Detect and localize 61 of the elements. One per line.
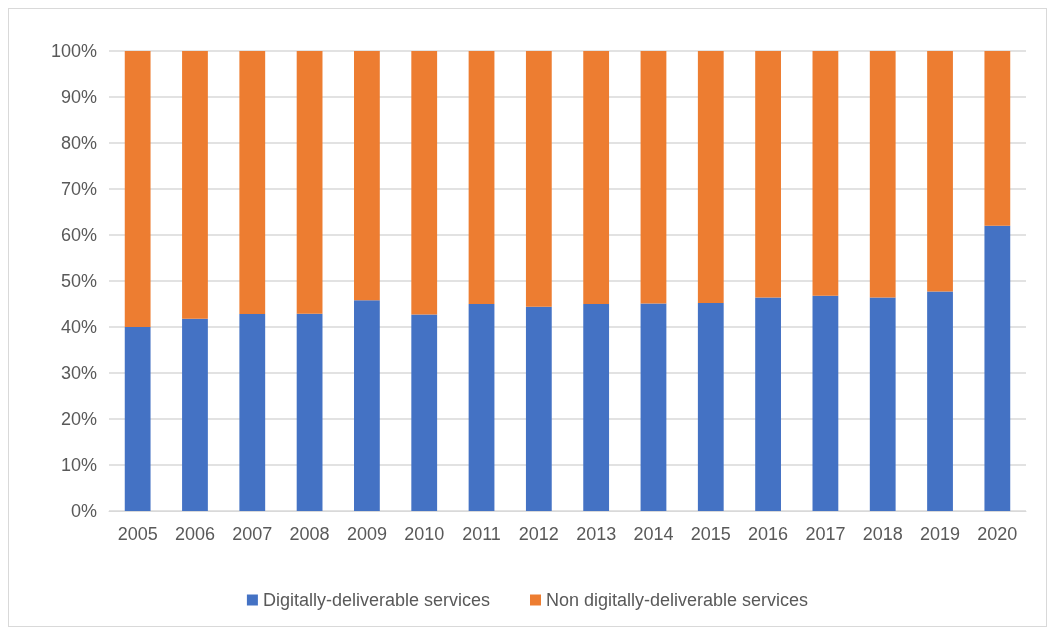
bar xyxy=(296,313,323,511)
bar xyxy=(927,291,953,511)
bar xyxy=(640,51,667,304)
bar xyxy=(525,306,552,511)
x-tick-label: 2012 xyxy=(518,524,559,544)
bar xyxy=(697,303,724,511)
y-tick-label: 30% xyxy=(60,363,97,383)
x-tick-label: 2007 xyxy=(232,524,273,544)
x-tick-label: 2014 xyxy=(633,524,674,544)
bar xyxy=(812,295,839,511)
bar xyxy=(869,51,896,298)
bar xyxy=(755,297,781,511)
y-tick-label: 10% xyxy=(60,455,97,475)
y-tick-label: 70% xyxy=(60,179,97,199)
x-tick-label: 2013 xyxy=(576,524,617,544)
bar xyxy=(697,51,724,304)
bar xyxy=(239,314,266,511)
bar xyxy=(869,297,896,511)
bar xyxy=(468,304,495,511)
bar xyxy=(525,51,552,307)
bar xyxy=(984,225,1011,511)
bar xyxy=(182,318,208,511)
x-tick-label: 2016 xyxy=(748,524,789,544)
x-tick-label: 2017 xyxy=(805,524,846,544)
x-tick-label: 2008 xyxy=(289,524,330,544)
bar xyxy=(182,51,208,319)
bar xyxy=(583,304,610,511)
bar xyxy=(583,51,610,304)
y-tick-label: 20% xyxy=(60,409,97,429)
bar xyxy=(296,51,323,314)
y-tick-label: 50% xyxy=(60,271,97,291)
y-tick-label: 0% xyxy=(70,501,97,521)
bar xyxy=(640,303,667,511)
x-tick-label: 2020 xyxy=(977,524,1018,544)
y-tick-label: 60% xyxy=(60,225,97,245)
bar xyxy=(124,51,151,327)
bar xyxy=(124,327,151,511)
y-tick-label: 80% xyxy=(60,133,97,153)
legend-label: Digitally-deliverable services xyxy=(262,590,490,610)
x-tick-label: 2009 xyxy=(346,524,387,544)
x-tick-label: 2006 xyxy=(174,524,215,544)
bar xyxy=(812,51,839,296)
x-tick-label: 2005 xyxy=(117,524,158,544)
bar xyxy=(354,51,380,301)
bar xyxy=(755,51,781,298)
x-tick-label: 2019 xyxy=(920,524,961,544)
bar xyxy=(411,314,438,511)
x-tick-label: 2010 xyxy=(404,524,445,544)
bar xyxy=(354,300,380,511)
y-tick-label: 100% xyxy=(50,41,97,61)
y-tick-label: 40% xyxy=(60,317,97,337)
bar xyxy=(468,51,495,304)
x-tick-label: 2011 xyxy=(462,524,501,544)
legend-label: Non digitally-deliverable services xyxy=(545,590,809,610)
y-tick-label: 90% xyxy=(60,87,97,107)
x-tick-label: 2018 xyxy=(862,524,903,544)
x-tick-label: 2015 xyxy=(690,524,731,544)
bar xyxy=(984,51,1011,226)
bar xyxy=(927,51,953,292)
bar xyxy=(239,51,266,315)
bar xyxy=(411,51,438,315)
